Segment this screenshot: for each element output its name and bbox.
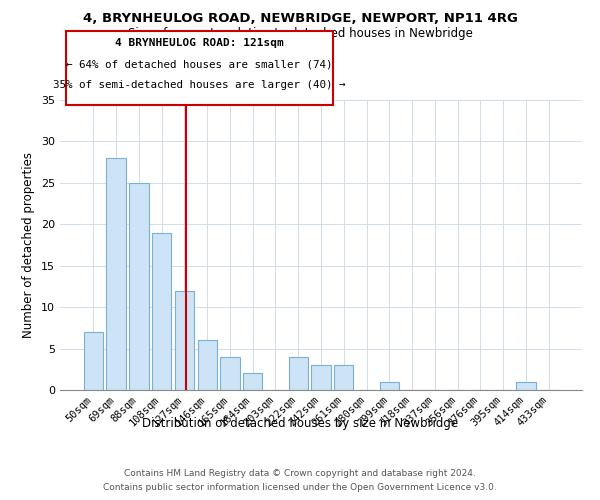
Bar <box>380 382 399 390</box>
Bar <box>129 183 149 390</box>
Text: Contains public sector information licensed under the Open Government Licence v3: Contains public sector information licen… <box>103 484 497 492</box>
Bar <box>516 382 536 390</box>
Bar <box>106 158 126 390</box>
Bar <box>243 374 262 390</box>
Text: ← 64% of detached houses are smaller (74): ← 64% of detached houses are smaller (74… <box>66 60 333 70</box>
Bar <box>311 365 331 390</box>
Text: 4 BRYNHEULOG ROAD: 121sqm: 4 BRYNHEULOG ROAD: 121sqm <box>115 38 284 48</box>
Bar <box>152 232 172 390</box>
Text: 35% of semi-detached houses are larger (40) →: 35% of semi-detached houses are larger (… <box>53 80 346 90</box>
Y-axis label: Number of detached properties: Number of detached properties <box>22 152 35 338</box>
Text: Contains HM Land Registry data © Crown copyright and database right 2024.: Contains HM Land Registry data © Crown c… <box>124 468 476 477</box>
Bar <box>289 357 308 390</box>
Bar <box>84 332 103 390</box>
Text: Size of property relative to detached houses in Newbridge: Size of property relative to detached ho… <box>128 28 472 40</box>
Text: Distribution of detached houses by size in Newbridge: Distribution of detached houses by size … <box>142 418 458 430</box>
Bar <box>220 357 239 390</box>
Bar <box>197 340 217 390</box>
Bar <box>334 365 353 390</box>
Text: 4, BRYNHEULOG ROAD, NEWBRIDGE, NEWPORT, NP11 4RG: 4, BRYNHEULOG ROAD, NEWBRIDGE, NEWPORT, … <box>83 12 517 26</box>
Bar <box>175 290 194 390</box>
